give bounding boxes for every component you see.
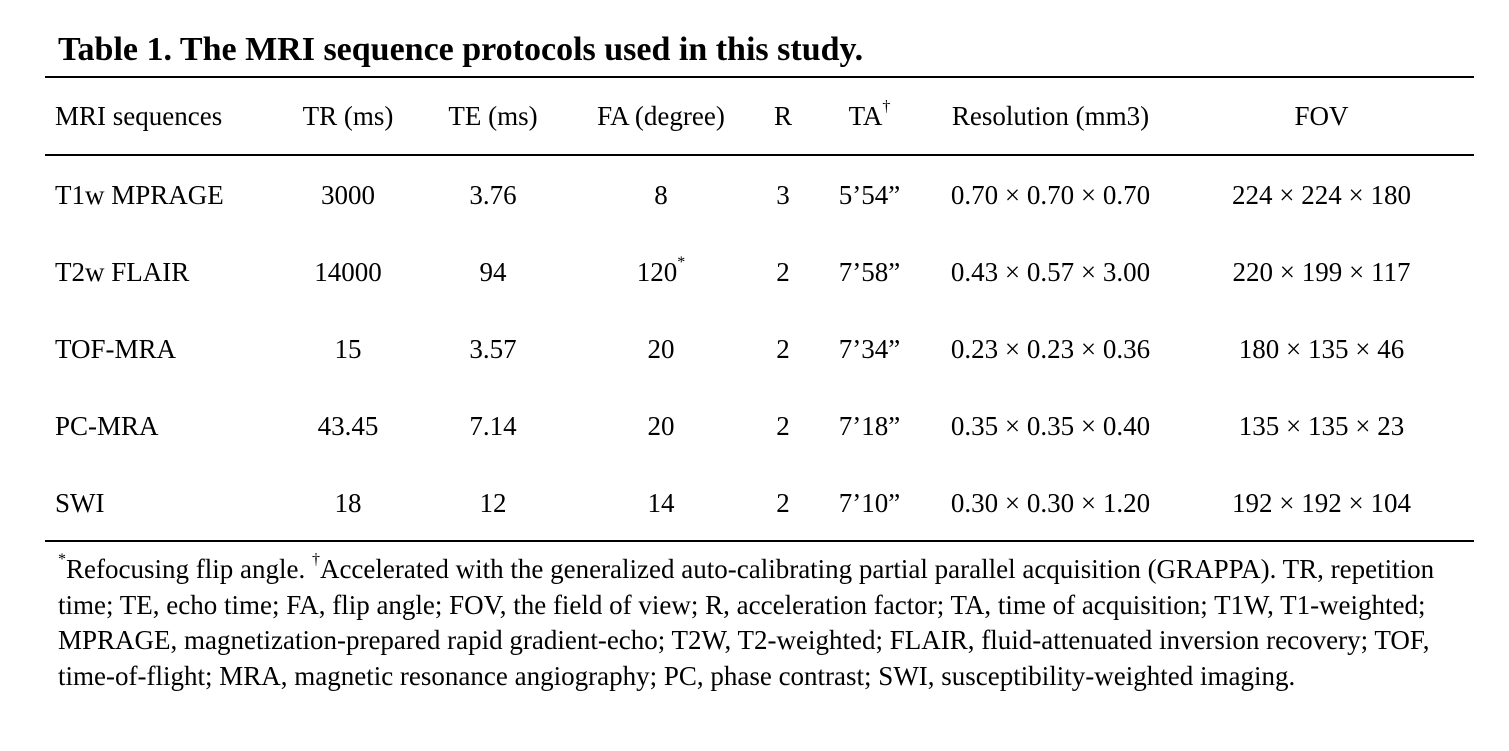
cell-ta: 7’34” (838, 334, 901, 364)
header-fa: FA (degree) (597, 101, 725, 131)
cell-sequence: PC-MRA (55, 411, 159, 441)
cell-fa: 20 (563, 388, 759, 465)
cell-tr: 14000 (314, 257, 382, 287)
cell-fa: 14 (563, 465, 759, 542)
table-row: PC-MRA 43.45 7.14 20 2 7’18” 0.35 × 0.35… (45, 388, 1474, 465)
cell-fa-value: 14 (647, 488, 675, 518)
cell-te: 3.76 (469, 180, 517, 210)
header-ta: TA† (807, 78, 932, 155)
table-header-rule (45, 154, 1474, 156)
footnote-asterisk-mark: * (58, 551, 66, 568)
table-row: SWI 18 12 14 2 7’10” 0.30 × 0.30 × 1.20 … (45, 465, 1474, 542)
cell-sequence: T2w FLAIR (55, 257, 190, 287)
cell-fov: 192 × 192 × 104 (1232, 488, 1411, 518)
header-te: TE (ms) (448, 101, 538, 131)
cell-te: 3.57 (469, 334, 517, 364)
cell-tr: 18 (334, 488, 362, 518)
cell-r: 3 (776, 180, 790, 210)
cell-sequence: TOF-MRA (55, 334, 177, 364)
header-ta-dagger: † (882, 98, 891, 115)
cell-fov: 220 × 199 × 117 (1232, 257, 1411, 287)
cell-te: 94 (479, 257, 507, 287)
cell-fa: 20 (563, 311, 759, 388)
cell-resolution: 0.43 × 0.57 × 3.00 (950, 257, 1151, 287)
table-row: T2w FLAIR 14000 94 120* 2 7’58” 0.43 × 0… (45, 234, 1474, 311)
cell-r: 2 (776, 488, 790, 518)
table-header-row: MRI sequences TR (ms) TE (ms) FA (degree… (45, 78, 1474, 155)
cell-resolution: 0.70 × 0.70 × 0.70 (950, 180, 1151, 210)
cell-tr: 3000 (321, 180, 375, 210)
cell-fa-value: 20 (647, 411, 675, 441)
cell-fov: 224 × 224 × 180 (1232, 180, 1411, 210)
cell-fov: 135 × 135 × 23 (1238, 411, 1405, 441)
table-caption: Table 1. The MRI sequence protocols used… (58, 31, 864, 68)
table-footnote: *Refocusing flip angle. †Accelerated wit… (58, 552, 1468, 694)
cell-te: 12 (479, 488, 507, 518)
cell-fov: 180 × 135 × 46 (1238, 334, 1405, 364)
cell-r: 2 (776, 334, 790, 364)
cell-ta: 7’58” (838, 257, 901, 287)
cell-fa-value: 8 (654, 180, 668, 210)
cell-fa: 8 (563, 155, 759, 234)
footnote-dagger-mark: † (311, 551, 320, 568)
footnote-text-refocusing: Refocusing flip angle. (66, 554, 312, 584)
cell-resolution: 0.30 × 0.30 × 1.20 (950, 488, 1151, 518)
mri-protocol-table: MRI sequences TR (ms) TE (ms) FA (degree… (45, 78, 1474, 542)
cell-r: 2 (776, 411, 790, 441)
header-mri-sequences: MRI sequences (55, 101, 223, 131)
cell-fa-mark: * (677, 254, 686, 271)
cell-ta: 7’18” (838, 411, 901, 441)
header-r: R (773, 101, 792, 131)
header-ta-label: TA (848, 101, 883, 131)
table-row: TOF-MRA 15 3.57 20 2 7’34” 0.23 × 0.23 ×… (45, 311, 1474, 388)
header-fov: FOV (1294, 101, 1349, 131)
header-tr: TR (ms) (302, 101, 394, 131)
cell-fa-value: 120 (636, 257, 678, 287)
table-row: T1w MPRAGE 3000 3.76 8 3 5’54” 0.70 × 0.… (45, 155, 1474, 234)
footnote-text-abbreviations: Accelerated with the generalized auto-ca… (58, 554, 1435, 691)
cell-ta: 5’54” (838, 180, 901, 210)
cell-r: 2 (776, 257, 790, 287)
cell-resolution: 0.23 × 0.23 × 0.36 (950, 334, 1151, 364)
table-bottom-rule (45, 540, 1474, 542)
cell-sequence: SWI (55, 488, 105, 518)
cell-fa: 120* (563, 234, 759, 311)
cell-fa-value: 20 (647, 334, 675, 364)
cell-tr: 43.45 (317, 411, 379, 441)
cell-sequence: T1w MPRAGE (55, 180, 224, 210)
cell-resolution: 0.35 × 0.35 × 0.40 (950, 411, 1151, 441)
header-resolution: Resolution (mm3) (951, 101, 1150, 131)
cell-tr: 15 (334, 334, 362, 364)
cell-ta: 7’10” (838, 488, 901, 518)
cell-te: 7.14 (469, 411, 517, 441)
table-top-rule (45, 76, 1474, 78)
